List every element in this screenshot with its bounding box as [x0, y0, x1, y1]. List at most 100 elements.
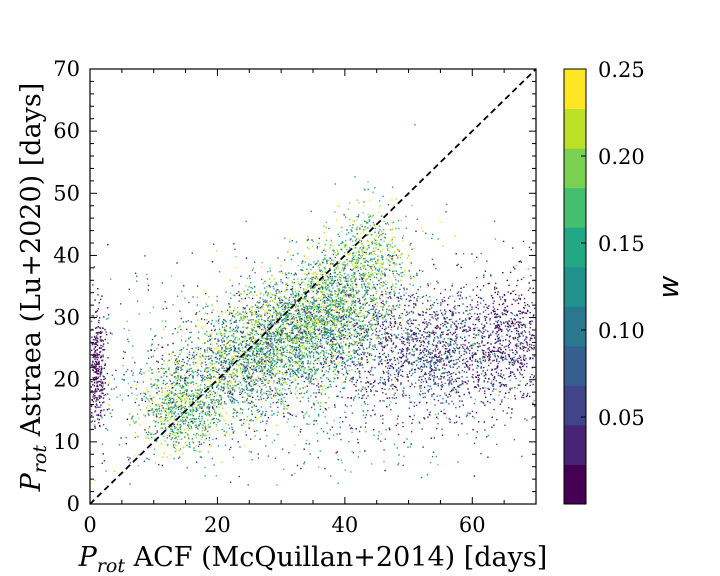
- scatter-point: [282, 331, 284, 333]
- scatter-point: [311, 307, 313, 309]
- scatter-point: [408, 255, 410, 257]
- scatter-point: [397, 300, 400, 302]
- scatter-point: [296, 356, 299, 358]
- scatter-point: [299, 318, 302, 320]
- scatter-point: [268, 358, 271, 360]
- scatter-point: [482, 299, 485, 302]
- scatter-point: [270, 363, 272, 365]
- scatter-point: [243, 319, 245, 321]
- scatter-point: [394, 359, 396, 361]
- scatter-point: [115, 386, 117, 388]
- scatter-point: [154, 462, 157, 464]
- scatter-point: [205, 370, 207, 372]
- scatter-point: [277, 312, 279, 314]
- scatter-point: [367, 274, 369, 276]
- scatter-point: [311, 314, 313, 316]
- scatter-point: [181, 394, 183, 396]
- scatter-point: [218, 362, 220, 364]
- scatter-point: [302, 337, 304, 339]
- scatter-point: [316, 284, 318, 286]
- scatter-point: [276, 347, 278, 349]
- scatter-point: [284, 302, 286, 304]
- scatter-point: [209, 393, 212, 396]
- scatter-point: [483, 306, 485, 308]
- scatter-point: [215, 347, 218, 349]
- scatter-point: [290, 314, 292, 316]
- scatter-point: [315, 372, 317, 374]
- scatter-point: [263, 371, 265, 374]
- scatter-point: [331, 285, 333, 287]
- scatter-point: [173, 399, 175, 401]
- scatter-point: [268, 338, 270, 340]
- scatter-point: [298, 310, 300, 312]
- scatter-point: [184, 366, 186, 368]
- scatter-point: [275, 313, 278, 315]
- scatter-point: [289, 364, 291, 366]
- scatter-point: [314, 321, 316, 324]
- scatter-point: [316, 380, 318, 382]
- scatter-point: [274, 284, 276, 286]
- scatter-point: [380, 277, 382, 280]
- scatter-point: [369, 326, 371, 328]
- scatter-point: [324, 286, 327, 289]
- scatter-point: [412, 333, 414, 335]
- scatter-point: [270, 357, 273, 359]
- scatter-point: [250, 399, 252, 402]
- scatter-point: [244, 346, 246, 348]
- scatter-point: [288, 367, 291, 370]
- scatter-point: [177, 362, 179, 365]
- scatter-point: [287, 405, 290, 408]
- scatter-point: [345, 344, 348, 346]
- scatter-point: [349, 239, 351, 241]
- scatter-point: [244, 352, 246, 354]
- scatter-point: [303, 316, 306, 319]
- scatter-point: [257, 324, 259, 326]
- scatter-point: [390, 322, 392, 325]
- scatter-point: [309, 323, 311, 325]
- scatter-point: [339, 297, 342, 299]
- scatter-point: [168, 423, 170, 425]
- scatter-point: [314, 277, 316, 280]
- scatter-point: [350, 357, 352, 360]
- scatter-point: [344, 287, 346, 289]
- scatter-point: [408, 397, 411, 399]
- scatter-point: [175, 383, 177, 385]
- scatter-point: [320, 328, 323, 330]
- scatter-point: [358, 332, 360, 335]
- scatter-point: [490, 382, 492, 384]
- scatter-point: [246, 381, 248, 383]
- scatter-point: [209, 355, 211, 357]
- scatter-point: [297, 327, 299, 329]
- scatter-point: [147, 433, 149, 436]
- scatter-point: [289, 360, 292, 362]
- scatter-point: [171, 397, 173, 399]
- scatter-point: [385, 313, 387, 315]
- scatter-point: [209, 339, 211, 342]
- scatter-point: [172, 351, 174, 353]
- scatter-point: [291, 338, 294, 340]
- scatter-point: [94, 479, 96, 481]
- scatter-point: [291, 350, 294, 352]
- scatter-point: [374, 269, 377, 271]
- scatter-point: [247, 393, 249, 395]
- scatter-point: [270, 293, 272, 295]
- scatter-point: [230, 349, 232, 351]
- scatter-point: [318, 297, 320, 300]
- scatter-point: [250, 438, 252, 440]
- scatter-point: [305, 321, 307, 323]
- scatter-point: [165, 408, 167, 410]
- scatter-point: [163, 409, 165, 412]
- scatter-point: [298, 294, 300, 296]
- scatter-point: [326, 261, 328, 263]
- scatter-point: [397, 352, 400, 354]
- scatter-point: [351, 377, 353, 379]
- scatter-point: [324, 268, 326, 270]
- scatter-point: [223, 349, 226, 352]
- scatter-point: [291, 285, 294, 288]
- scatter-point: [244, 335, 246, 337]
- scatter-point: [260, 369, 262, 371]
- scatter-point: [232, 415, 234, 418]
- scatter-point: [281, 272, 284, 274]
- scatter-point: [241, 351, 243, 353]
- scatter-point: [217, 340, 219, 342]
